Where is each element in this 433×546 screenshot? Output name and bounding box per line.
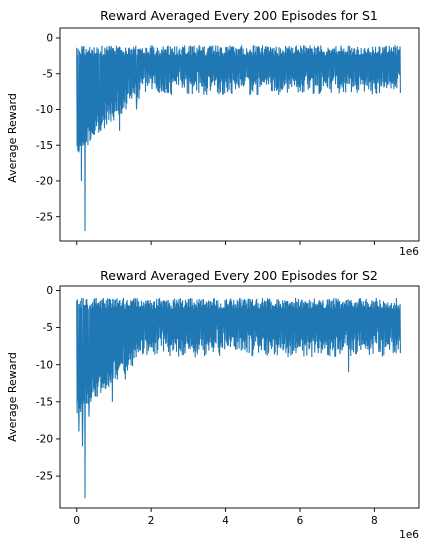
panel-s1-ticks: 0 -5 -10 -15 -20 -25	[36, 33, 375, 245]
y-tick-label: -25	[36, 471, 53, 483]
panel-s2-x-offset-label: 1e6	[399, 529, 419, 541]
y-tick-label: -25	[36, 211, 53, 223]
panel-s1-axes-frame	[59, 27, 420, 242]
y-tick-label: -5	[43, 68, 53, 80]
x-tick-label: 4	[222, 515, 229, 527]
x-tick-label: 8	[371, 515, 378, 527]
x-tick-label: 6	[297, 515, 304, 527]
y-tick-label: -15	[36, 140, 53, 152]
panel-s2-axes-frame	[59, 285, 420, 509]
y-tick-label: -10	[36, 359, 53, 371]
y-tick-label: -10	[36, 104, 53, 116]
series-line-path	[76, 297, 401, 499]
y-tick-label: -5	[43, 322, 53, 334]
panel-s2-ticks: 0 -5 -10 -15 -20 -25 0 2 4 6 8	[36, 285, 378, 527]
panel-s2-y-axis-label: Average Reward	[6, 352, 19, 442]
y-tick-label: -20	[36, 434, 53, 446]
y-tick-label: -20	[36, 176, 53, 188]
series-line-path	[76, 45, 401, 231]
x-tick-label: 2	[148, 515, 155, 527]
x-tick-label: 0	[73, 515, 80, 527]
y-tick-label: 0	[46, 285, 53, 297]
panel-s1-title: Reward Averaged Every 200 Episodes for S…	[100, 8, 378, 23]
panel-s1-y-axis-label: Average Reward	[6, 93, 19, 183]
panel-s2-series-line	[76, 297, 401, 499]
panel-s1-x-offset-label: 1e6	[399, 246, 419, 258]
panel-s1-series-line	[76, 45, 401, 231]
panel-s1: Reward Averaged Every 200 Episodes for S…	[6, 8, 420, 258]
y-tick-label: -15	[36, 396, 53, 408]
panel-s2: Reward Averaged Every 200 Episodes for S…	[6, 268, 420, 541]
y-tick-label: 0	[46, 33, 53, 45]
panel-s2-title: Reward Averaged Every 200 Episodes for S…	[100, 268, 378, 283]
